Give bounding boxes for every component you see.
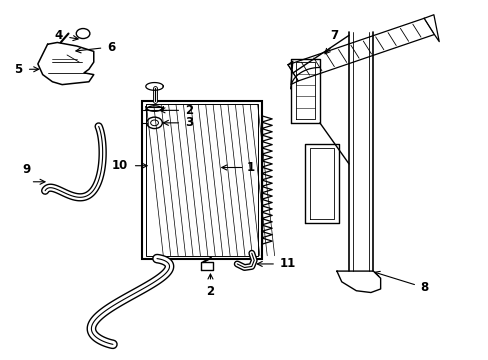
Bar — [146, 104, 257, 256]
Text: 9: 9 — [22, 163, 31, 176]
Text: 1: 1 — [246, 161, 255, 174]
Text: 8: 8 — [420, 281, 428, 294]
Text: 2: 2 — [185, 104, 193, 117]
Text: 2: 2 — [206, 285, 214, 298]
Text: 11: 11 — [279, 257, 295, 270]
Bar — [142, 102, 261, 258]
Text: 3: 3 — [185, 116, 193, 129]
Text: 6: 6 — [107, 41, 115, 54]
Text: 7: 7 — [330, 30, 338, 42]
Text: 10: 10 — [111, 159, 127, 172]
Text: 5: 5 — [15, 63, 23, 76]
Text: 4: 4 — [55, 29, 63, 42]
